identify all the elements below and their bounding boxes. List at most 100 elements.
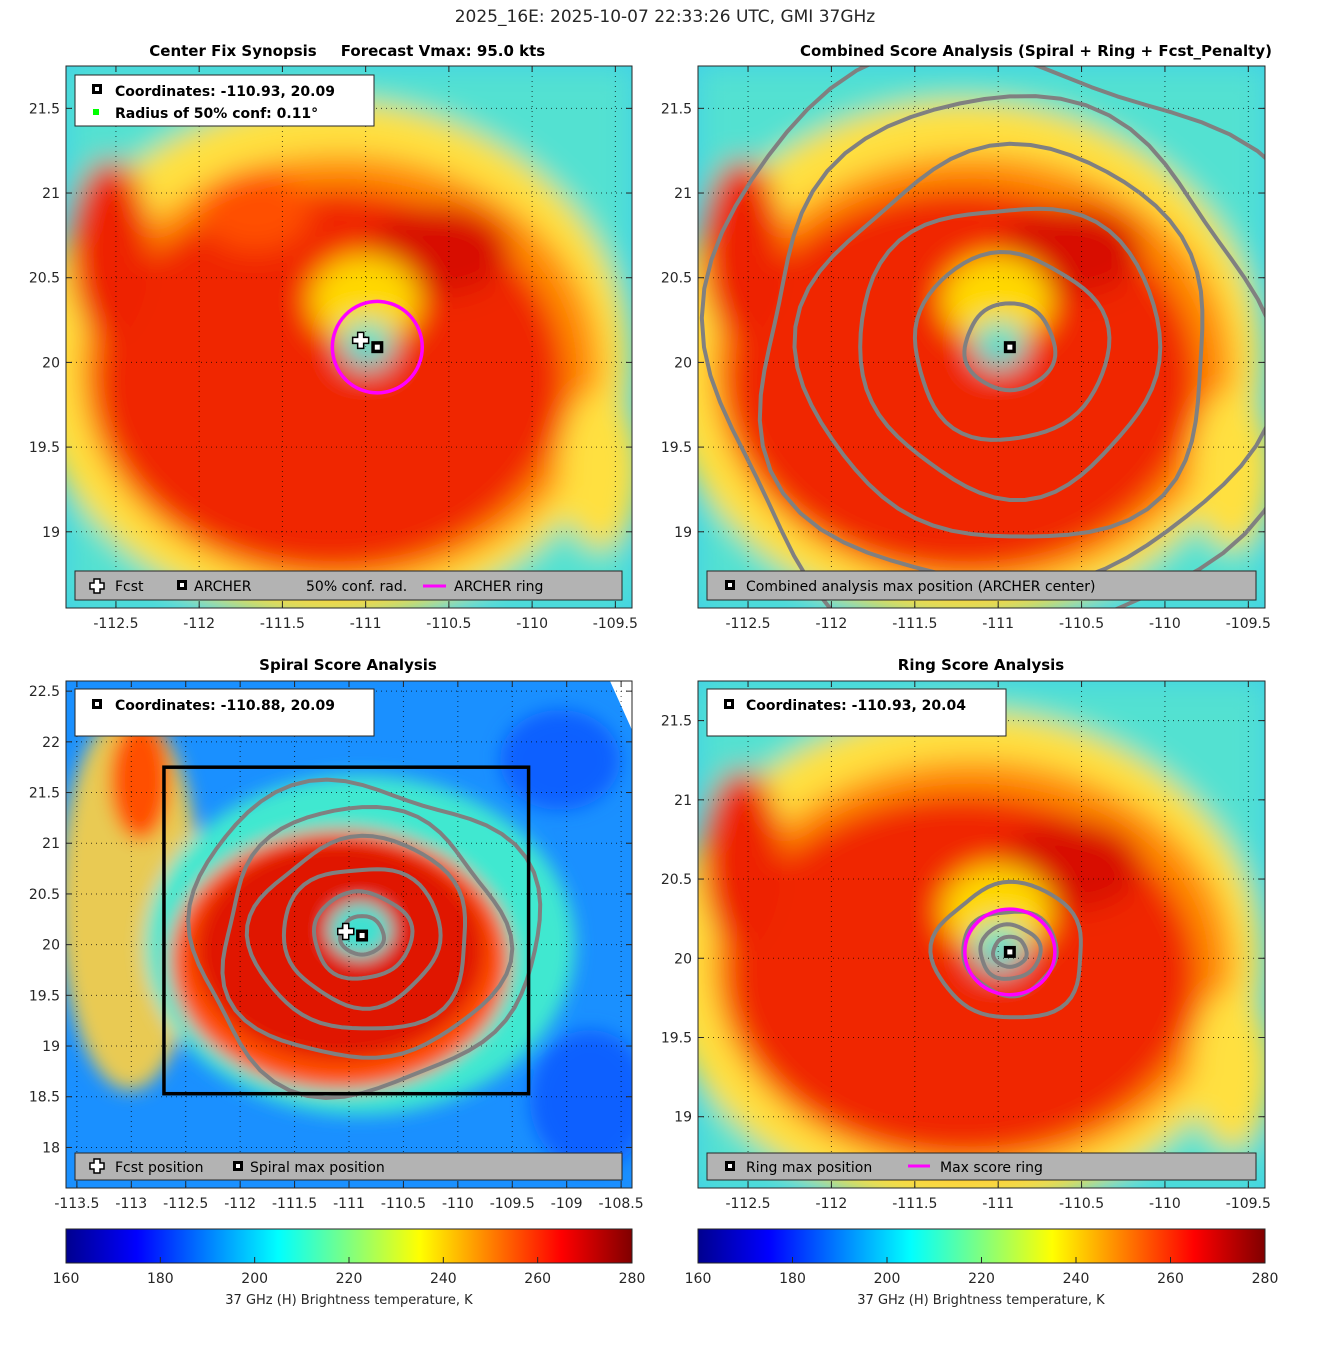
x-tick-label: -109.5 [1226,1196,1271,1212]
conf-dot-icon [93,109,99,115]
synopsis-title-left: Center Fix Synopsis [149,42,316,60]
y-tick-label: 21.5 [29,101,60,117]
ring-info-box [706,688,1007,737]
y-tick-label: 20.5 [29,271,60,287]
score-contour [281,867,443,1011]
x-tick-label: -112.5 [725,616,770,632]
x-tick-label: -109.5 [593,616,638,632]
x-tick-label: -109 [551,1196,583,1212]
score-contour [757,94,1265,588]
synopsis-info-box [74,74,375,127]
colorbar-right: 160 180 200 220 240 260 280 37 GHz (H) Brightn… [685,1228,1279,1308]
y-tick-label: 19.5 [29,988,60,1004]
x-tick-label: -111.5 [892,616,937,632]
score-contour [244,833,467,1031]
colorbar-tick-label: 240 [430,1271,457,1287]
x-tick-label: -110 [1149,616,1181,632]
colorbar-tick-label: 280 [619,1271,646,1287]
x-tick-label: -110 [516,616,548,632]
center-marker-core [374,344,380,350]
y-tick-label: 19.5 [661,1030,692,1046]
x-tick-label: -109.5 [1226,616,1271,632]
colorbar-left: 160 180 200 220 240 260 280 37 GHz (H) Brightn… [53,1228,646,1308]
spiral-info-box [74,688,375,737]
colorbar-right-label: 37 GHz (H) Brightness temperature, K [857,1293,1105,1308]
combined-legend [706,570,1257,601]
legend-fcst-position: Fcst position [115,1160,203,1176]
x-tick-label: -110.5 [1059,1196,1104,1212]
x-tick-label: -112.5 [725,1196,770,1212]
y-tick-label: 19.5 [29,440,60,456]
score-contour [928,879,1083,1020]
synopsis-coordinates: Coordinates: -110.93, 20.09 [115,84,335,100]
colorbar-tick-label: 160 [685,1271,712,1287]
x-tick-label: -109.5 [490,1196,535,1212]
y-tick-label: 20.5 [29,887,60,903]
score-contour [858,206,1163,502]
x-tick-label: -112 [183,616,215,632]
y-tick-label: 20.5 [661,872,692,888]
y-tick-label: 18 [42,1140,60,1156]
colorbar-tick-label: 220 [968,1271,995,1287]
score-contour [978,922,1043,981]
synopsis-legend [74,570,623,601]
fcst-cross-icon [89,1158,105,1174]
legend-archer-ring: ARCHER ring [454,579,543,595]
y-tick-label: 19 [674,525,692,541]
y-tick-label: 19 [674,1110,692,1126]
ring-title: Ring Score Analysis [898,656,1065,674]
colorbar-tick-label: 180 [779,1271,806,1287]
colorbar-tick-label: 260 [524,1271,551,1287]
x-tick-label: -113.5 [54,1196,99,1212]
archer-ring [330,299,424,395]
y-tick-label: 21 [674,793,692,809]
y-tick-label: 22.5 [29,684,60,700]
legend-ring-max: Ring max position [746,1160,872,1176]
colorbar-tick-label: 160 [53,1271,80,1287]
colorbar-tick-label: 220 [336,1271,363,1287]
colorbar-tick-label: 200 [874,1271,901,1287]
x-tick-label: -111.5 [260,616,305,632]
legend-spiral-max: Spiral max position [250,1160,385,1176]
x-tick-label: -112.5 [163,1196,208,1212]
x-tick-label: -110.5 [1059,616,1104,632]
ring-coordinates: Coordinates: -110.93, 20.04 [746,698,966,714]
spiral-coordinates: Coordinates: -110.88, 20.09 [115,698,335,714]
x-tick-label: -112 [816,1196,848,1212]
y-tick-label: 20 [42,355,60,371]
score-contour [220,805,515,1060]
x-tick-label: -111 [350,616,382,632]
y-tick-label: 21 [674,186,692,202]
y-tick-label: 21 [42,186,60,202]
x-tick-label: -113 [115,1196,147,1212]
score-contour [962,301,1058,393]
y-tick-label: 20.5 [661,271,692,287]
y-tick-label: 20 [674,951,692,967]
y-tick-label: 21.5 [661,101,692,117]
score-contour [991,934,1029,969]
y-tick-label: 21.5 [29,786,60,802]
y-tick-label: 19.5 [661,440,692,456]
fcst-position-marker [336,922,355,941]
colorbar-tick-label: 180 [147,1271,174,1287]
y-tick-label: 21.5 [661,714,692,730]
center-marker-core [359,933,365,939]
center-marker-core [1007,949,1013,955]
colorbar-tick-label: 280 [1252,1271,1279,1287]
panel-spiral: Spiral Score Analysis -113.5 -113 -112.5 -1… [29,656,644,1212]
colorbar-tick-label: 260 [1157,1271,1184,1287]
colorbar-left-label: 37 GHz (H) Brightness temperature, K [225,1293,473,1308]
x-tick-label: -110.5 [381,1196,426,1212]
score-contour [312,889,415,981]
spiral-title: Spiral Score Analysis [259,656,437,674]
legend-max-score-ring: Max score ring [940,1160,1043,1176]
colorbar-tick-label: 200 [241,1271,268,1287]
archer-ring [963,907,1057,997]
fcst-position-marker [351,331,370,350]
search-domain-box [162,765,531,1096]
x-tick-label: -112 [816,616,848,632]
x-tick-label: -112.5 [93,616,138,632]
legend-combined-max: Combined analysis max position (ARCHER c… [746,579,1095,595]
y-tick-label: 22 [42,735,60,751]
